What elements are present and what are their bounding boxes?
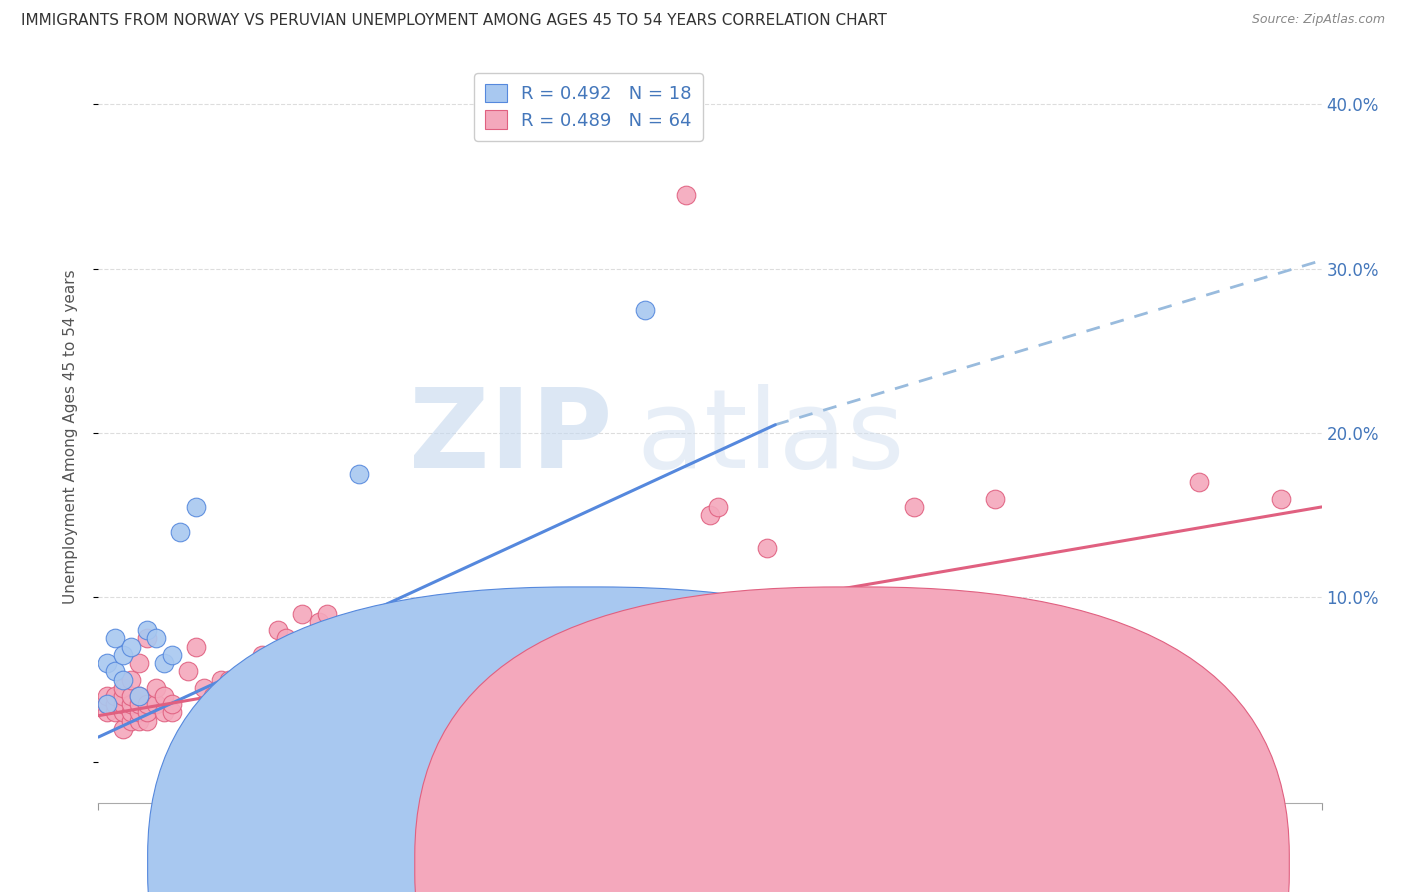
Text: atlas: atlas [637,384,905,491]
Point [315,607,337,621]
Point [96,689,118,703]
Y-axis label: Unemployment Among Ages 45 to 54 years: Unemployment Among Ages 45 to 54 years [63,269,77,605]
Point [104,665,127,679]
Point [593,591,616,605]
Point [120,689,142,703]
Point [675,187,697,202]
Point [111,706,134,720]
Point [96,656,118,670]
Point [96,697,118,711]
Point [201,689,224,703]
Point [128,714,150,728]
Point [145,681,167,695]
Point [356,665,378,679]
Point [120,714,142,728]
Point [308,615,330,629]
Point [169,524,191,539]
Point [111,673,134,687]
Point [120,640,142,654]
Point [209,714,232,728]
Point [349,467,371,481]
Text: IMMIGRANTS FROM NORWAY VS PERUVIAN UNEMPLOYMENT AMONG AGES 45 TO 54 YEARS CORREL: IMMIGRANTS FROM NORWAY VS PERUVIAN UNEMP… [21,13,887,29]
Point [226,681,249,695]
Point [136,714,159,728]
Point [413,607,436,621]
Point [186,640,208,654]
Point [128,656,150,670]
Point [193,681,215,695]
Point [160,706,183,720]
Point [111,681,134,695]
Point [250,648,273,662]
Point [111,689,134,703]
Point [503,722,526,736]
Point [756,541,779,555]
Point [984,491,1007,506]
Point [128,689,150,703]
Point [128,706,150,720]
Point [96,697,118,711]
Point [396,673,419,687]
Point [136,624,159,638]
Point [544,591,567,605]
Point [381,648,404,662]
Legend: R = 0.492   N = 18, R = 0.489   N = 64: R = 0.492 N = 18, R = 0.489 N = 64 [474,73,703,141]
Point [120,697,142,711]
Point [512,615,534,629]
Point [120,673,142,687]
Text: Immigrants from Norway: Immigrants from Norway [605,857,796,871]
Point [707,500,730,514]
Point [160,697,183,711]
Point [446,607,468,621]
Point [136,697,159,711]
Text: ZIP: ZIP [409,384,612,491]
Point [634,302,657,317]
Point [152,656,174,670]
Point [120,706,142,720]
Point [274,632,297,646]
Point [177,665,200,679]
Point [1188,475,1211,490]
Point [104,697,127,711]
Point [111,648,134,662]
Point [152,689,174,703]
Point [291,607,314,621]
Point [104,706,127,720]
Point [104,632,127,646]
Point [104,689,127,703]
Point [267,624,290,638]
Point [111,697,134,711]
Text: Peruvians: Peruvians [872,857,946,871]
Point [145,697,167,711]
Point [209,673,232,687]
Point [128,689,150,703]
Point [145,632,167,646]
Point [136,632,159,646]
Point [478,607,501,621]
Point [128,697,150,711]
Point [1270,491,1292,506]
Point [218,673,240,687]
Point [903,500,925,514]
Point [233,697,256,711]
Point [160,648,183,662]
Point [699,508,721,523]
Point [152,706,174,720]
Point [332,681,354,695]
Point [136,706,159,720]
Text: Source: ZipAtlas.com: Source: ZipAtlas.com [1251,13,1385,27]
Point [186,500,208,514]
Point [111,722,134,736]
Point [96,706,118,720]
Point [430,714,453,728]
Point [617,591,640,605]
